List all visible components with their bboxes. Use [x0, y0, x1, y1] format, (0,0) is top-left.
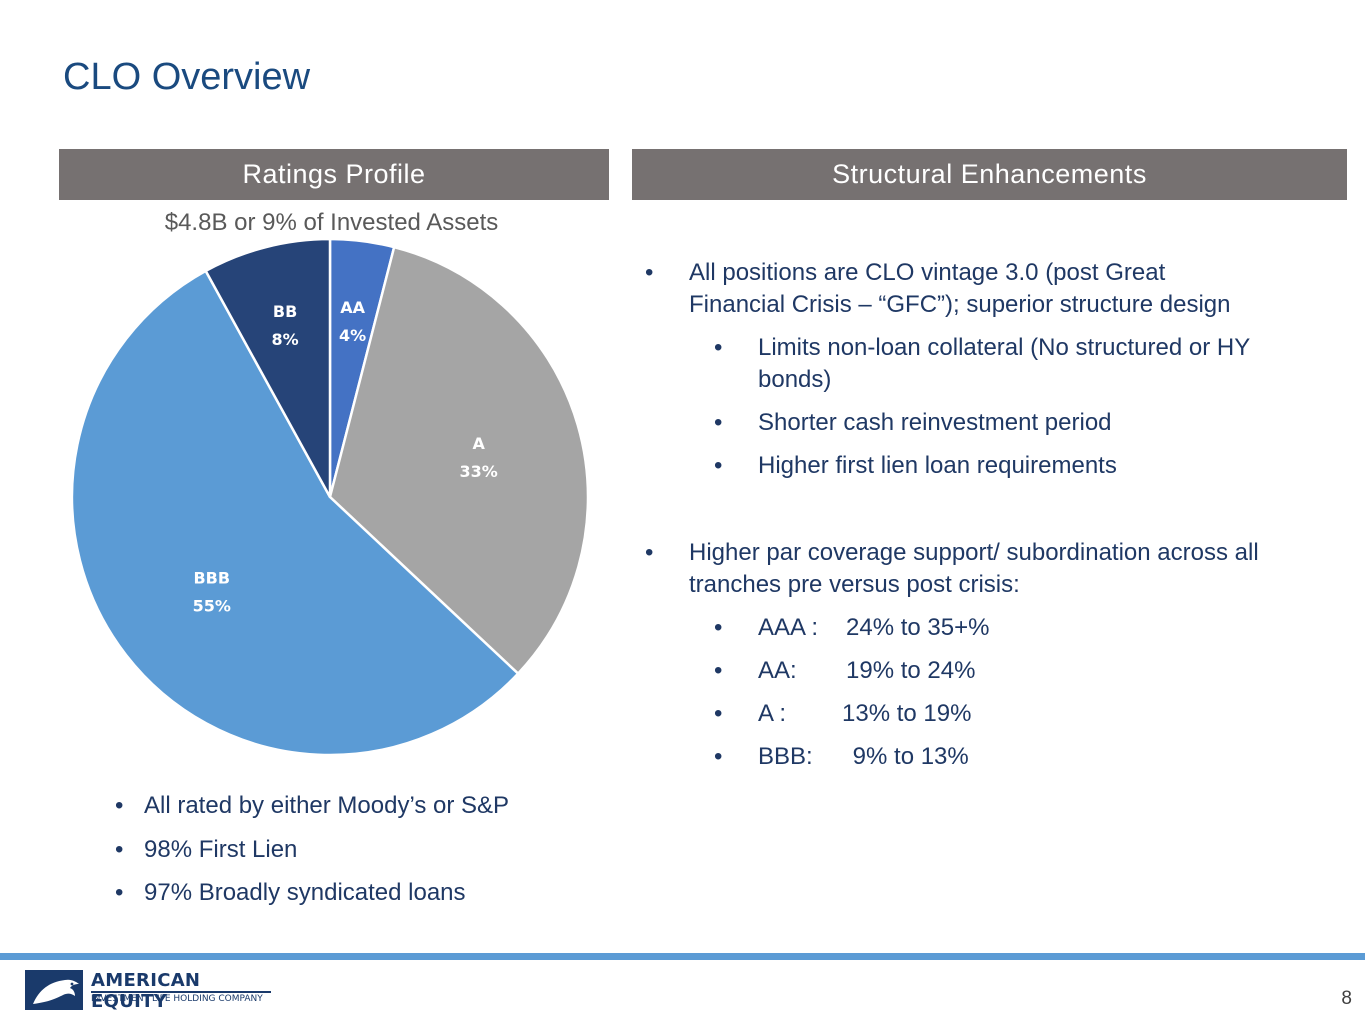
bullet-line: bonds) — [758, 365, 832, 393]
bullet-dot: • — [115, 835, 124, 863]
bullet-dot: • — [714, 334, 723, 361]
enhancement-bullet-par-coverage: • Higher par coverage support/ subordina… — [645, 537, 1335, 600]
sub-bullet-bbb: • BBB: 9% to 13% — [714, 741, 1314, 773]
bullet-line: Higher first lien loan requirements — [758, 452, 1117, 479]
rating-range: 19% to 24% — [846, 657, 976, 684]
bullet-dot: • — [115, 879, 124, 906]
sub-bullet-aaa: • AAA : 24% to 35+% — [714, 612, 1314, 644]
bullet-line: Shorter cash reinvestment period — [758, 409, 1112, 436]
sub-bullet-aa: • AA: 19% to 24% — [714, 655, 1314, 687]
sub-bullet-a: • A : 13% to 19% — [714, 698, 1314, 730]
bullet-dot: • — [645, 259, 654, 286]
company-logo: AMERICAN EQUITY INVESTMENT LIFE HOLDING … — [25, 970, 275, 1012]
list-item: • 98% First Lien — [115, 835, 298, 863]
pie-slice-bb — [204, 237, 332, 498]
bullet-line: Financial Crisis – “GFC”); superior stru… — [689, 290, 1231, 318]
rating-range: 24% to 35+% — [846, 614, 990, 641]
sub-bullet-first-lien: • Higher first lien loan requirements — [714, 450, 1314, 482]
pie-label-bb: BB — [273, 302, 297, 321]
chart-subtitle: $4.8B or 9% of Invested Assets — [164, 209, 499, 236]
rating-label: A : — [758, 700, 787, 727]
page-number: 8 — [1341, 988, 1352, 1009]
pie-slice-a — [328, 245, 590, 676]
pie-value-bb: 8% — [272, 330, 299, 349]
bullet-line: Higher par coverage support/ subordinati… — [689, 539, 1259, 566]
page-title: CLO Overview — [63, 56, 311, 98]
bullet-dot: • — [115, 792, 124, 819]
pie-value-bbb: 55% — [193, 597, 231, 616]
pie-value-aa: 4% — [339, 326, 366, 345]
rating-range: 9% to 13% — [846, 743, 969, 770]
logo-name: AMERICAN EQUITY — [91, 970, 201, 1012]
logo-tagline: INVESTMENT LIFE HOLDING COMPANY — [91, 994, 263, 1004]
bullet-dot: • — [714, 614, 723, 641]
bullet-line: tranches pre versus post crisis: — [689, 570, 1020, 598]
enhancement-bullet-vintage: • All positions are CLO vintage 3.0 (pos… — [645, 257, 1335, 320]
ratings-pie-chart: AA 4% A 33% BBB 55% BB 8% — [70, 237, 590, 757]
pie-value-a: 33% — [460, 462, 498, 481]
pie-label-a: A — [472, 434, 485, 453]
bullet-dot: • — [645, 539, 654, 566]
eagle-icon — [25, 970, 83, 1010]
rating-label: AA: — [758, 657, 797, 684]
rating-range: 13% to 19% — [842, 700, 972, 727]
bullet-dot: • — [714, 452, 723, 479]
rating-label: AAA : — [758, 614, 819, 641]
bullet-dot: • — [714, 700, 723, 727]
sub-bullet-collateral: • Limits non-loan collateral (No structu… — [714, 332, 1314, 395]
list-item: • 97% Broadly syndicated loans — [115, 879, 466, 906]
bullet-dot: • — [714, 409, 723, 436]
pie-slice-bbb — [70, 269, 520, 757]
bullet-line: Limits non-loan collateral (No structure… — [758, 334, 1251, 361]
pie-label-bbb: BBB — [193, 569, 230, 588]
structural-enhancements-header: Structural Enhancements — [632, 149, 1347, 200]
logo-rule — [91, 991, 271, 993]
pie-label-aa: AA — [340, 298, 365, 317]
footer-divider — [0, 953, 1365, 960]
bullet-dot: • — [714, 657, 723, 684]
bullet-dot: • — [714, 743, 723, 770]
list-item: • All rated by either Moody’s or S&P — [115, 792, 510, 819]
rating-label: BBB: — [758, 743, 813, 770]
bullet-line: All positions are CLO vintage 3.0 (post … — [689, 259, 1166, 286]
ratings-profile-header: Ratings Profile — [59, 149, 609, 200]
left-bullet-list: • All rated by either Moody’s or S&P • 98%… — [115, 791, 509, 922]
sub-bullet-reinvestment: • Shorter cash reinvestment period — [714, 407, 1314, 439]
